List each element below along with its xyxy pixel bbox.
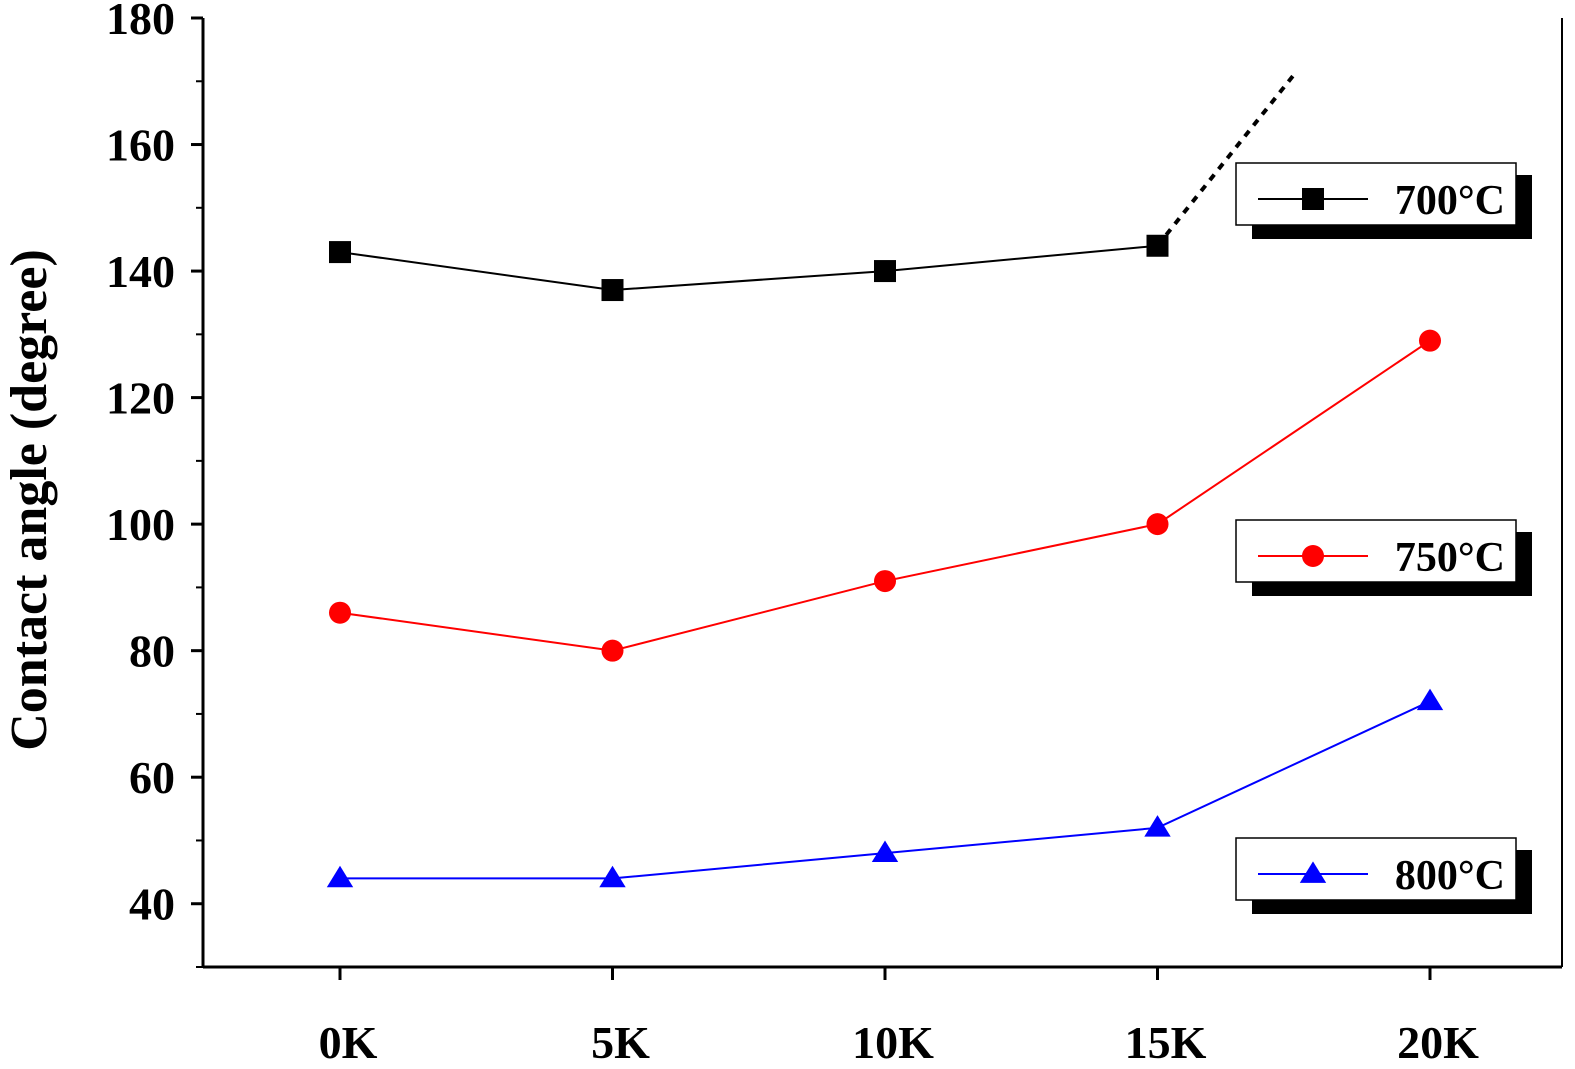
data-point [329, 241, 351, 264]
data-point [1419, 329, 1441, 352]
data-point [874, 260, 896, 283]
x-tick-label: 5K [591, 1017, 650, 1068]
legend-entry-1: 750°C [1235, 519, 1532, 596]
data-point [1416, 688, 1444, 711]
legend-label: 700°C [1395, 178, 1505, 224]
y-tick-label: 140 [106, 246, 175, 297]
x-tick-label: 15K [1125, 1017, 1207, 1068]
series-1 [329, 329, 1441, 662]
y-axis-title: Contact angle (degree) [1, 249, 58, 751]
data-point [329, 601, 351, 624]
legend-label: 800°C [1395, 853, 1505, 899]
y-tick-label: 100 [106, 499, 175, 550]
x-tick-label: 0K [319, 1017, 378, 1068]
data-point [1144, 815, 1171, 837]
x-axis-ticks: 0K 5K 10K 15K 20K [319, 967, 1479, 1068]
legend: 700°C 750°C 800°C [1235, 162, 1532, 914]
series-dotted-extension [1155, 73, 1296, 248]
y-tick-label: 80 [129, 626, 175, 677]
data-point [1146, 234, 1169, 257]
legend-entry-2: 800°C [1235, 837, 1532, 914]
series-2 [326, 688, 1444, 888]
y-axis-ticks: 40 60 80 100 120 140 160 180 [106, 0, 203, 968]
data-point [601, 279, 624, 302]
legend-marker [1302, 545, 1324, 567]
y-tick-label: 120 [106, 373, 175, 424]
legend-box [1235, 162, 1517, 226]
series-layer [326, 73, 1444, 888]
series-line [339, 244, 1158, 292]
x-tick-label: 10K [852, 1017, 934, 1068]
legend-box [1235, 519, 1517, 583]
data-point [601, 639, 624, 662]
legend-marker [1299, 861, 1327, 883]
series-0 [329, 73, 1296, 302]
y-tick-label: 60 [129, 752, 175, 803]
data-point [326, 865, 354, 888]
y-tick-label: 40 [129, 879, 175, 930]
data-point [874, 570, 896, 593]
y-tick-label: 160 [106, 120, 175, 171]
axes [201, 18, 1563, 969]
legend-entry-0: 700°C [1235, 162, 1532, 239]
data-point [1146, 513, 1169, 536]
y-tick-label: 180 [106, 0, 175, 44]
series-line [339, 339, 1431, 652]
x-tick-label: 20K [1397, 1017, 1479, 1068]
legend-marker [1302, 188, 1324, 210]
data-point [871, 840, 899, 862]
data-point [599, 865, 626, 888]
legend-box [1235, 837, 1517, 901]
legend-label: 750°C [1395, 535, 1505, 581]
